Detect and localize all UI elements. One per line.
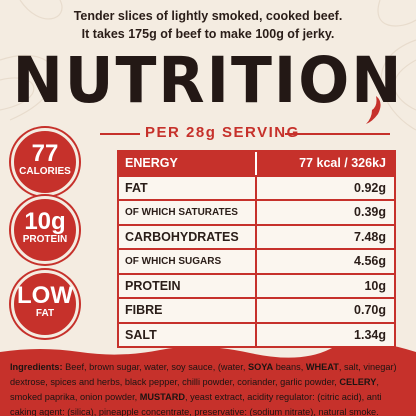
ingredient-text: , salt, vinegar) dextrose, spices and he…	[10, 362, 397, 387]
row-label: CARBOHYDRATES	[119, 225, 257, 248]
row-label: FIBRE	[119, 299, 257, 322]
ingredient-text: MUSTARD	[139, 392, 185, 402]
row-value: 1.34g	[354, 327, 386, 342]
badge-value: 77	[31, 140, 59, 167]
rule	[100, 133, 140, 135]
row-label: FAT	[119, 176, 257, 199]
row-label: OF WHICH SATURATES	[119, 201, 257, 224]
row-value: 0.92g	[354, 180, 386, 195]
row-label: PROTEIN	[119, 274, 257, 297]
row-label: ENERGY	[119, 152, 257, 175]
row-value: 77 kcal / 326kJ	[299, 156, 386, 171]
row-value: 4.56g	[354, 254, 386, 269]
badge: 77 CALORIES	[11, 128, 79, 196]
ingredient-text: CELERY	[339, 377, 377, 387]
row-value: 0.39g	[354, 205, 386, 220]
table-row: OF WHICH SUGARS 4.56g	[119, 248, 394, 273]
subtitle: PER 28g SERVING	[145, 124, 300, 141]
rule	[285, 133, 390, 135]
ingredient-text: Beef, brown sugar, water, soy sauce, (wa…	[62, 362, 248, 372]
row-value: 7.48g	[354, 229, 386, 244]
ingredient-text: , smoked paprika, onion powder,	[10, 377, 379, 402]
badge: LOW FAT	[11, 270, 79, 338]
table-row: FAT 0.92g	[119, 174, 394, 199]
badge-value: 10g	[24, 208, 66, 235]
badge: 10g PROTEIN	[11, 196, 79, 264]
nutrition-table: ENERGY 77 kcal / 326kJ FAT 0.92g OF WHICH SA…	[117, 150, 396, 348]
row-value: 0.70g	[354, 303, 386, 318]
table-row: SALT 1.34g	[119, 321, 394, 346]
badge-label: FAT	[35, 308, 55, 319]
badge-label: CALORIES	[19, 166, 71, 177]
ingredient-text: , yeast extract, acidity regulator: (cit…	[10, 392, 382, 416]
ingredient-text: Ingredients:	[10, 362, 63, 372]
table-row: OF WHICH SATURATES 0.39g	[119, 199, 394, 224]
table-row: PROTEIN 10g	[119, 272, 394, 297]
ingredient-text: beans,	[273, 362, 306, 372]
table-row: ENERGY 77 kcal / 326kJ	[119, 152, 394, 175]
row-label: SALT	[119, 323, 257, 346]
ingredients: Ingredients: Beef, brown sugar, water, s…	[10, 360, 410, 416]
ingredient-text: WHEAT	[305, 362, 339, 372]
intro-line: Tender slices of lightly smoked, cooked …	[73, 9, 343, 23]
intro-line: It takes 175g of beef to make 100g of je…	[81, 27, 335, 41]
row-label: OF WHICH SUGARS	[119, 250, 257, 273]
ingredient-text: SOYA	[247, 362, 274, 372]
table-row: FIBRE 0.70g	[119, 297, 394, 322]
title: NUTRITION	[12, 44, 404, 118]
badge-label: PROTEIN	[22, 234, 68, 245]
badge-value: LOW	[17, 282, 73, 309]
row-value: 10g	[364, 278, 386, 293]
table-row: CARBOHYDRATES 7.48g	[119, 223, 394, 248]
